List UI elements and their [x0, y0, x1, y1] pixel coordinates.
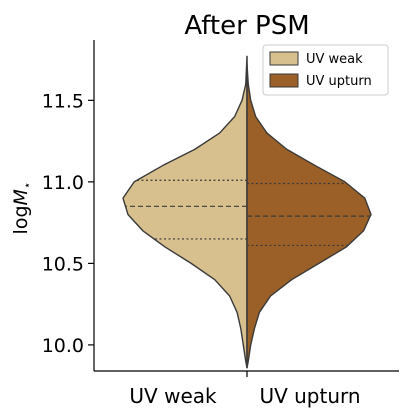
y-tick-label: 11.5: [42, 90, 84, 112]
x-tick-label: UV upturn: [259, 384, 360, 408]
x-tick-label: UV weak: [129, 384, 217, 408]
legend-label: UV weak: [306, 52, 363, 67]
legend: UV weak UV upturn: [262, 44, 389, 96]
plot-area: [122, 55, 372, 369]
y-tick-label: 11.0: [42, 172, 84, 194]
axes: 10.0 10.5 11.0 11.5 UV weak UV upturn logM⋆: [10, 40, 399, 408]
violin-half-uv-upturn: [246, 63, 372, 369]
legend-swatch: [269, 73, 299, 88]
chart-title: After PSM: [184, 11, 309, 41]
violin-half-uv-weak: [122, 55, 248, 369]
y-tick-label: 10.0: [42, 335, 84, 357]
legend-swatch: [269, 51, 299, 66]
y-tick-label: 10.5: [42, 253, 84, 275]
legend-label: UV upturn: [306, 74, 372, 89]
y-axis-label: logM⋆: [10, 182, 34, 235]
